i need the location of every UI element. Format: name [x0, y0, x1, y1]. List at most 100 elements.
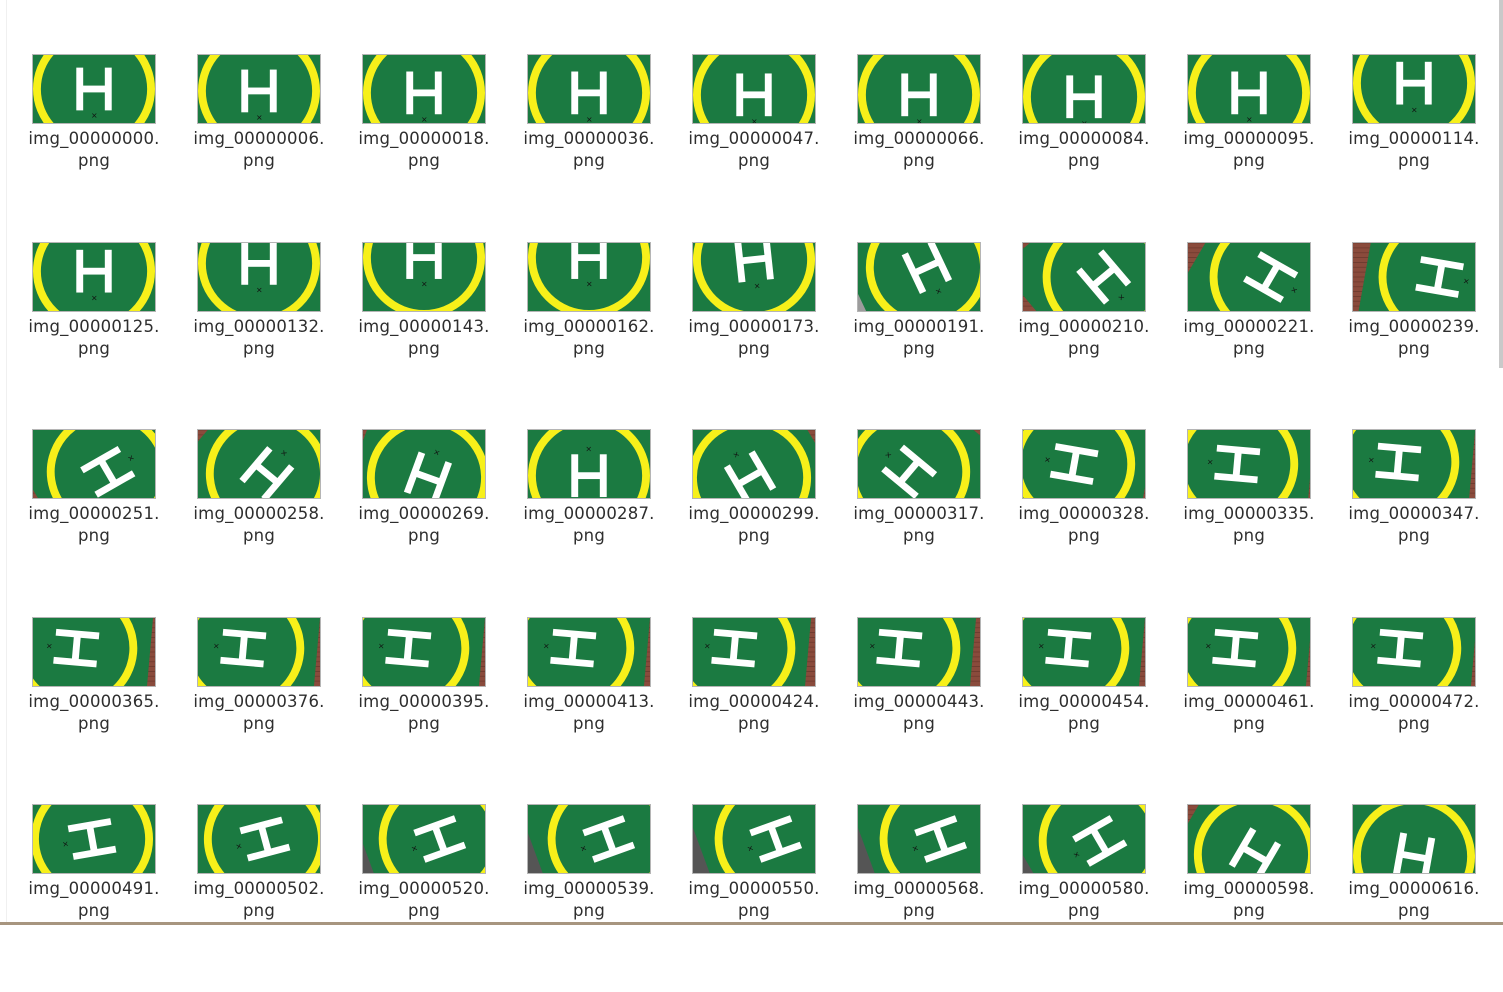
file-item[interactable]: × img_00000598.png [1179, 804, 1319, 992]
helipad-image-thumbnail-icon: × [1352, 429, 1476, 499]
file-item[interactable]: × img_00000335. png [1179, 429, 1319, 617]
file-item[interactable]: × img_00000347. png [1344, 429, 1484, 617]
file-item[interactable]: × img_00000114. png [1344, 54, 1484, 242]
file-name-label: img_00000258. png [189, 503, 329, 547]
file-item[interactable]: × img_00000502. png [189, 804, 329, 992]
file-name-extension: png [1397, 526, 1430, 545]
file-name-stem: img_00000095. [1183, 129, 1315, 148]
helipad-image-thumbnail-icon: × [527, 429, 651, 499]
helipad-image-thumbnail-icon: × [1352, 241, 1476, 312]
helipad-image-thumbnail-icon: × [197, 54, 321, 124]
file-item[interactable]: × img_00000210. png [1014, 241, 1154, 430]
file-item[interactable]: × img_00000413. png [519, 616, 659, 805]
file-name-stem: img_00000047. [688, 129, 820, 148]
svg-text:×: × [753, 281, 760, 291]
helipad-image-thumbnail-icon: × [1187, 54, 1311, 124]
file-item[interactable]: × img_00000036. png [519, 54, 659, 242]
file-name-stem: img_00000114. [1348, 129, 1480, 148]
vertical-scrollbar-thumb[interactable] [1499, 0, 1503, 368]
file-item[interactable]: × img_00000191. png [849, 241, 989, 430]
file-item[interactable]: × img_00000424. png [684, 616, 824, 805]
file-item[interactable]: × img_00000084.png [1014, 54, 1154, 242]
file-item[interactable]: × img_00000221. png [1179, 241, 1319, 430]
helipad-image-thumbnail-icon: × [32, 54, 156, 124]
file-name-stem: img_00000299. [688, 504, 820, 523]
file-name-extension: png [572, 526, 605, 545]
file-item[interactable]: × img_00000580. png [1014, 804, 1154, 992]
file-name-extension: png [1067, 338, 1100, 358]
helipad-image-thumbnail-icon: × [32, 804, 156, 874]
file-item[interactable]: × img_00000287. png [519, 429, 659, 617]
file-item[interactable]: × img_00000454. png [1014, 616, 1154, 805]
file-item[interactable]: × img_00000299. png [684, 429, 824, 617]
file-name-extension: png [1067, 901, 1100, 920]
file-item[interactable]: × img_00000328. png [1014, 429, 1154, 617]
helipad-image-thumbnail-icon: × [1187, 804, 1311, 874]
svg-text:×: × [212, 642, 222, 649]
svg-text:×: × [1205, 458, 1215, 465]
file-name-label: img_00000424. png [684, 691, 824, 735]
file-name-extension: png [902, 901, 935, 920]
file-item[interactable]: × img_00000539. png [519, 804, 659, 992]
file-item[interactable]: × img_00000066. png [849, 54, 989, 242]
file-name-stem: img_00000550. [688, 879, 820, 898]
file-name-extension: png [737, 713, 770, 733]
file-item[interactable]: × img_00000239. png [1344, 241, 1484, 430]
file-item[interactable]: × img_00000376. png [189, 616, 329, 805]
file-item[interactable]: × img_00000395. png [354, 616, 494, 805]
svg-text:×: × [409, 844, 420, 853]
helipad-image-thumbnail-icon: × [32, 429, 156, 499]
helipad-image-thumbnail-icon: × [32, 616, 156, 687]
file-name-extension: png [77, 901, 110, 920]
svg-text:×: × [585, 445, 592, 454]
file-name-extension: png [77, 526, 110, 545]
file-name-label: img_00000036. png [519, 128, 659, 172]
helipad-image-thumbnail-icon: × [1187, 429, 1311, 499]
svg-text:×: × [586, 115, 593, 123]
file-name-label: img_00000598. png [1179, 878, 1319, 922]
file-item[interactable]: ×img_00000616.png [1344, 804, 1484, 992]
file-item[interactable]: × img_00000472. png [1344, 616, 1484, 805]
file-name-label: img_00000095.png [1179, 128, 1319, 172]
file-item[interactable]: × img_00000173. png [684, 241, 824, 430]
svg-text:×: × [45, 642, 55, 649]
file-item[interactable]: × img_00000095. png [1179, 54, 1319, 242]
file-item[interactable]: × img_00000269. png [354, 429, 494, 617]
file-item[interactable]: × img_00000132. png [189, 241, 329, 430]
svg-text:×: × [125, 453, 136, 463]
file-item[interactable]: × img_00000018. png [354, 54, 494, 242]
file-item[interactable]: × img_00000006. png [189, 54, 329, 242]
svg-text:×: × [234, 842, 244, 851]
svg-text:×: × [745, 844, 756, 853]
file-item[interactable]: × img_00000550.png [684, 804, 824, 992]
file-name-extension: png [407, 526, 440, 545]
file-name-extension: png [737, 526, 770, 545]
helipad-image-thumbnail-icon: × [1022, 616, 1146, 687]
helipad-image-thumbnail-icon: × [32, 241, 156, 312]
file-name-label: img_00000335. png [1179, 503, 1319, 547]
file-item[interactable]: × img_00000491. png [24, 804, 164, 992]
file-item[interactable]: × img_00000443. png [849, 616, 989, 805]
file-item[interactable]: × img_00000317. png [849, 429, 989, 617]
helipad-image-thumbnail-icon: × [197, 804, 321, 874]
file-item[interactable]: × img_00000365. png [24, 616, 164, 805]
helipad-image-thumbnail-icon: × [362, 241, 486, 312]
file-name-extension: png [572, 338, 605, 358]
file-item[interactable]: × img_00000520. png [354, 804, 494, 992]
file-item[interactable]: × img_00000461. png [1179, 616, 1319, 805]
helipad-image-thumbnail-icon: × [692, 241, 816, 312]
file-item[interactable]: × img_00000143. png [354, 241, 494, 430]
file-item[interactable]: × img_00000568. png [849, 804, 989, 992]
file-name-extension: png [1232, 338, 1265, 358]
file-item[interactable]: × img_00000125. png [24, 241, 164, 430]
file-item[interactable]: × img_00000251. png [24, 429, 164, 617]
svg-text:×: × [1411, 105, 1418, 114]
file-name-extension: png [1232, 151, 1265, 170]
helipad-image-thumbnail-icon: × [362, 804, 486, 874]
file-item[interactable]: × img_00000047. png [684, 54, 824, 242]
svg-text:×: × [916, 117, 923, 123]
file-item[interactable]: × img_00000000. png [24, 54, 164, 242]
file-name-extension: png [737, 901, 770, 920]
file-item[interactable]: × img_00000258. png [189, 429, 329, 617]
file-item[interactable]: × img_00000162. png [519, 241, 659, 430]
